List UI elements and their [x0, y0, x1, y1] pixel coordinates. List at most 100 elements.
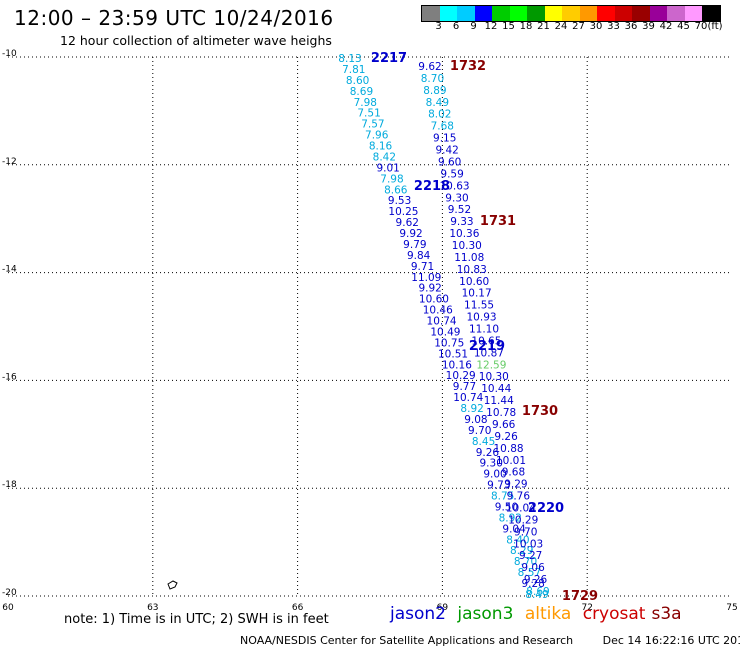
wave-height-value: 8.02: [428, 109, 451, 121]
wave-height-value: 10.25: [388, 206, 418, 218]
wave-height-value: 7.98: [354, 97, 377, 109]
legend-label: 21: [537, 21, 550, 32]
wave-height-value: 9.30: [480, 458, 503, 470]
wave-height-value: 7.51: [357, 108, 380, 120]
wave-height-value: 8.49: [525, 589, 548, 601]
wave-height-value: 10.74: [427, 316, 457, 328]
wave-height-value: 10.16: [442, 359, 472, 371]
wave-height-value: 10.93: [467, 312, 497, 324]
wave-height-value: 10.29: [508, 514, 538, 526]
lat-lon-grid: [8, 56, 732, 597]
legend-label: 33: [607, 21, 620, 32]
color-legend: [421, 5, 721, 22]
legend-swatch: [439, 6, 457, 21]
wave-height-value: 10.74: [453, 392, 483, 404]
wave-height-value: 9.62: [418, 61, 441, 73]
map-title: 12:00 – 23:59 UTC 10/24/2016: [14, 6, 334, 30]
wave-height-value: 9.77: [453, 381, 476, 393]
legend-label: 6: [452, 21, 460, 32]
wave-height-value: 10.65: [471, 335, 501, 347]
legend-swatch: [474, 6, 492, 21]
pass-label: 2220: [528, 501, 564, 516]
wave-height-value: 9.76: [507, 491, 531, 503]
legend-swatch: [667, 6, 685, 21]
satellite-legend: jason2 jason3 altika cryosat s3a: [390, 604, 688, 624]
wave-height-value: 10.78: [486, 407, 516, 419]
wave-height-value: 8.89: [423, 85, 446, 97]
wave-height-value: 8.42: [373, 151, 396, 163]
wave-height-value: 9.70: [468, 425, 491, 437]
legend-label: 70: [694, 21, 708, 32]
wave-height-value: 11.55: [464, 300, 494, 312]
wave-height-value: 9.62: [396, 217, 419, 229]
wave-height-value: 8.13: [338, 53, 361, 65]
lon-tick-label: 63: [147, 603, 158, 613]
wave-height-value: 9.50: [495, 501, 518, 513]
wave-height-value: 9.06: [521, 562, 545, 574]
wave-height-value: 12.59: [476, 359, 506, 371]
wave-height-value: 10.87: [474, 347, 504, 359]
lat-tick-label: -12: [2, 157, 17, 167]
legend-swatch: [684, 6, 702, 21]
legend-swatch: [702, 6, 720, 21]
wave-height-value: 8.45: [472, 436, 495, 448]
legend-swatch: [492, 6, 510, 21]
legend-label: 30: [589, 21, 603, 32]
wave-height-value: 8.69: [526, 586, 549, 598]
wave-height-value: 8.60: [346, 75, 369, 87]
wave-height-value: 10.51: [438, 348, 468, 360]
wave-height-value: 10.30: [479, 371, 509, 383]
wave-height-value: 9.00: [483, 469, 506, 481]
wave-height-value: 9.27: [519, 550, 542, 562]
legend-label: 45: [677, 21, 690, 32]
wave-height-value: 10.04: [506, 502, 536, 514]
legend-swatch: [509, 6, 527, 21]
legend-swatch: [544, 6, 562, 21]
wave-height-value: 10.46: [423, 305, 453, 317]
map-subtitle: 12 hour collection of altimeter wave hei…: [60, 33, 332, 48]
legend-swatch: [562, 6, 580, 21]
wave-height-value: 9.53: [388, 195, 411, 207]
wave-height-value: 8.69: [350, 86, 373, 98]
wave-height-value: 7.98: [380, 173, 403, 185]
legend-swatch: [457, 6, 475, 21]
wave-height-value: 10.88: [494, 443, 524, 455]
wave-height-value: 8.40: [506, 534, 529, 546]
legend-label: 3: [435, 21, 442, 32]
legend-label: 27: [572, 21, 585, 32]
pass-label: 2217: [371, 51, 407, 66]
lon-tick-label: 60: [2, 603, 14, 613]
wave-height-value: 9.92: [399, 228, 422, 240]
footer: NOAA/NESDIS Center for Satellite Applica…: [240, 634, 740, 647]
wave-height-value: 9.08: [464, 414, 487, 426]
wave-height-value: 10.60: [459, 276, 489, 288]
wave-height-value: 9.15: [433, 133, 456, 145]
timestamp-text: Dec 14 16:22:16 UTC 2016: [602, 634, 740, 647]
legend-label: 42: [659, 21, 673, 32]
wave-height-value: 9.04: [502, 523, 526, 535]
wave-height-value: 9.29: [504, 479, 527, 491]
wave-height-value: 8.16: [369, 141, 393, 153]
wave-height-value: 10.17: [462, 288, 492, 300]
pass-label: 1732: [450, 59, 486, 74]
wave-height-value: 10.29: [446, 370, 476, 382]
pass-labels: 2217 1732 2218 1731 2219 1730 2220 1729: [371, 51, 598, 604]
wave-height-value: 9.68: [502, 467, 525, 479]
wave-height-value: 9.42: [435, 145, 458, 157]
wave-height-value: 8.57: [518, 567, 541, 579]
wave-height-value: 7.81: [342, 64, 365, 76]
legend-swatch: [649, 6, 667, 21]
wave-height-value: 8.92: [499, 512, 522, 524]
pass-label: 2219: [469, 339, 505, 354]
wave-height-value: 10.49: [430, 326, 460, 338]
wave-height-value: 9.60: [438, 156, 461, 168]
sat-cryosat: cryosat: [582, 604, 646, 624]
units-note: note: 1) Time is in UTC; 2) SWH is in fe…: [64, 612, 329, 627]
legend-swatch: [579, 6, 597, 21]
legend-label: 36: [624, 21, 638, 32]
wave-height-value: 11.08: [454, 252, 484, 264]
wave-height-value: 9.79: [403, 239, 426, 251]
wave-height-value: 9.52: [448, 204, 471, 216]
pass-label: 1730: [522, 404, 558, 419]
